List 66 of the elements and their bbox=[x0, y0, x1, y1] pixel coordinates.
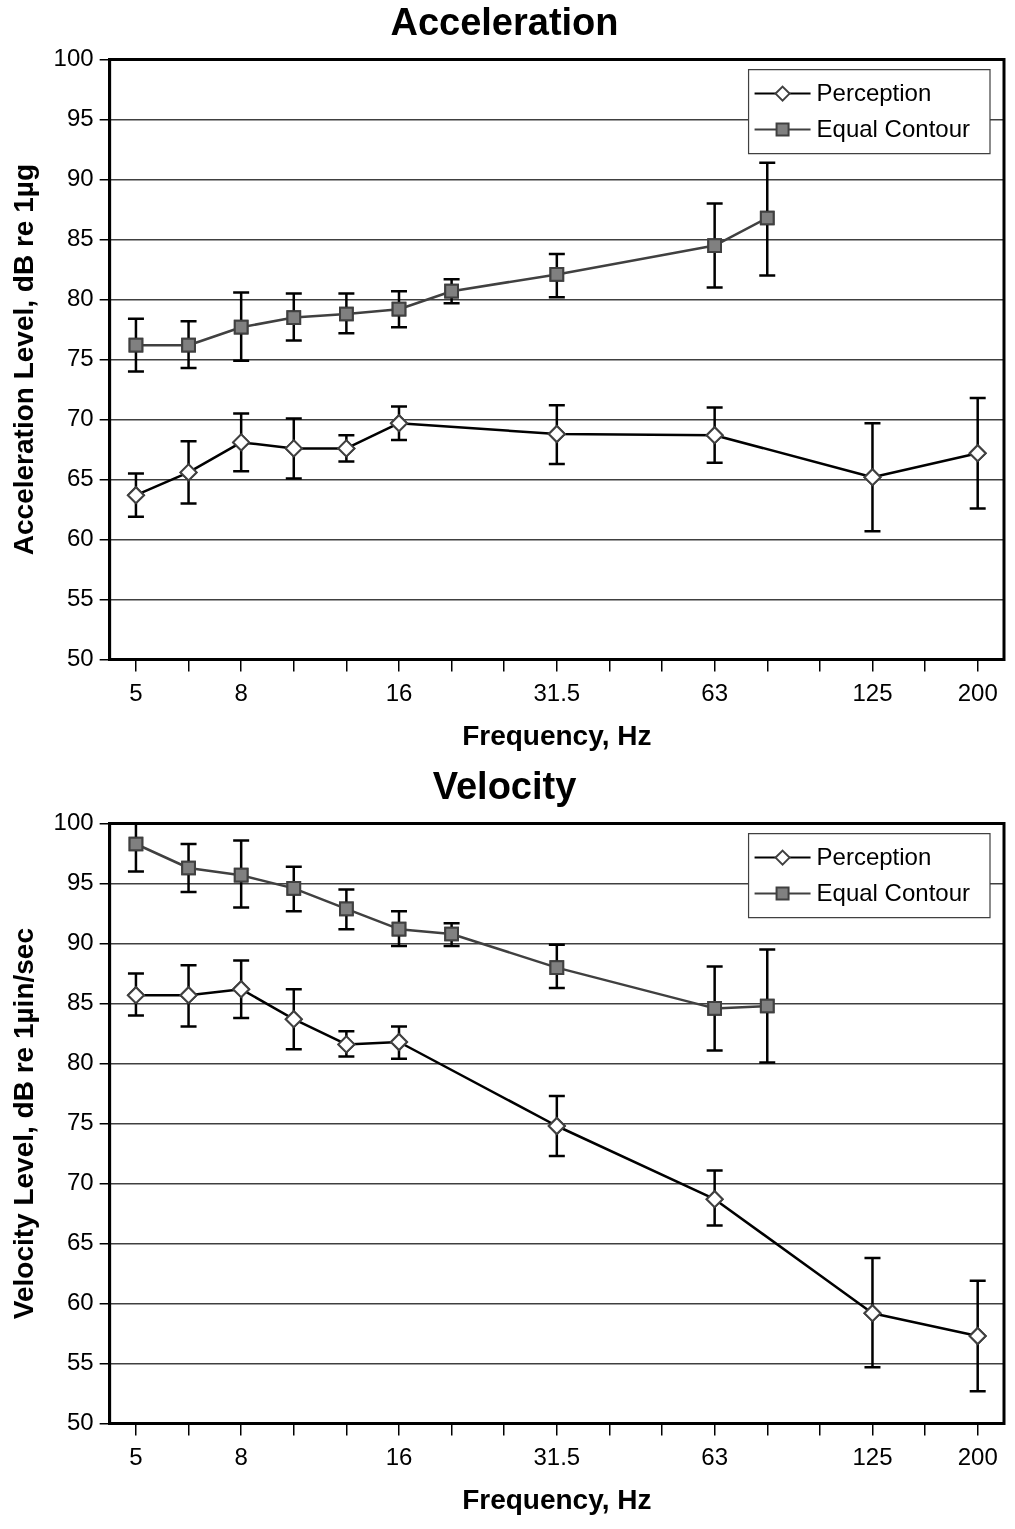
point bbox=[181, 860, 196, 876]
legend-label: Equal Contour bbox=[816, 115, 971, 143]
y-tick-label: 85 bbox=[66, 988, 94, 1016]
y-tick-label: 95 bbox=[66, 104, 94, 132]
x-tick-label: 125 bbox=[852, 1442, 893, 1470]
y-tick-label: 60 bbox=[66, 1288, 94, 1316]
x-tick-label: 16 bbox=[385, 678, 413, 706]
legend-label: Perception bbox=[816, 843, 932, 871]
y-tick-label: 55 bbox=[66, 1348, 94, 1376]
chart-title: Velocity bbox=[432, 765, 577, 808]
point bbox=[444, 283, 459, 299]
y-axis-title: Acceleration Level, dB re 1µg bbox=[7, 164, 39, 556]
point bbox=[181, 337, 196, 353]
x-tick-label: 5 bbox=[129, 678, 143, 706]
y-axis-title: Velocity Level, dB re 1µin/sec bbox=[7, 927, 39, 1320]
y-tick-label: 100 bbox=[53, 44, 94, 72]
x-tick-label: 8 bbox=[234, 678, 248, 706]
point bbox=[549, 960, 565, 975]
x-tick-label: 125 bbox=[852, 678, 893, 706]
x-axis-title: Frequency, Hz bbox=[462, 719, 652, 751]
x-tick-label: 5 bbox=[129, 1442, 143, 1470]
y-tick-label: 75 bbox=[66, 344, 94, 372]
y-tick-label: 60 bbox=[66, 524, 94, 552]
y-tick-label: 70 bbox=[66, 404, 94, 432]
x-tick-label: 200 bbox=[957, 1442, 998, 1470]
y-tick-label: 50 bbox=[66, 1408, 94, 1436]
y-tick-label: 80 bbox=[66, 284, 94, 312]
x-tick-label: 63 bbox=[701, 678, 728, 706]
x-tick-label: 8 bbox=[234, 1442, 248, 1470]
point bbox=[391, 921, 407, 937]
x-tick-label: 63 bbox=[701, 1442, 728, 1470]
y-tick-label: 90 bbox=[66, 164, 94, 192]
point bbox=[444, 926, 459, 942]
point bbox=[707, 238, 723, 253]
point bbox=[339, 901, 354, 917]
y-tick-label: 55 bbox=[66, 584, 94, 612]
x-tick-label: 31.5 bbox=[533, 1442, 581, 1470]
y-tick-label: 90 bbox=[66, 928, 94, 956]
point bbox=[549, 267, 565, 282]
point bbox=[128, 337, 144, 353]
point bbox=[759, 998, 775, 1014]
point bbox=[233, 867, 249, 883]
point bbox=[128, 836, 144, 852]
x-tick-label: 31.5 bbox=[533, 678, 581, 706]
point bbox=[339, 306, 354, 322]
y-tick-label: 100 bbox=[53, 808, 94, 836]
y-tick-label: 95 bbox=[66, 868, 94, 896]
legend-label: Equal Contour bbox=[816, 879, 971, 907]
point bbox=[759, 210, 775, 226]
y-tick-label: 75 bbox=[66, 1108, 94, 1136]
y-tick-label: 65 bbox=[66, 1228, 94, 1256]
point bbox=[707, 1001, 723, 1016]
y-tick-label: 70 bbox=[66, 1168, 94, 1196]
x-axis-title: Frequency, Hz bbox=[462, 1483, 652, 1515]
point bbox=[233, 319, 249, 335]
point bbox=[286, 310, 302, 325]
x-tick-label: 200 bbox=[957, 678, 998, 706]
y-tick-label: 80 bbox=[66, 1048, 94, 1076]
x-tick-label: 16 bbox=[385, 1442, 413, 1470]
chart-title: Acceleration bbox=[390, 1, 619, 44]
y-tick-label: 65 bbox=[66, 464, 94, 492]
legend-label: Perception bbox=[816, 79, 932, 107]
y-tick-label: 50 bbox=[66, 644, 94, 672]
point bbox=[391, 301, 407, 317]
y-tick-label: 85 bbox=[66, 224, 94, 252]
point bbox=[286, 881, 302, 896]
